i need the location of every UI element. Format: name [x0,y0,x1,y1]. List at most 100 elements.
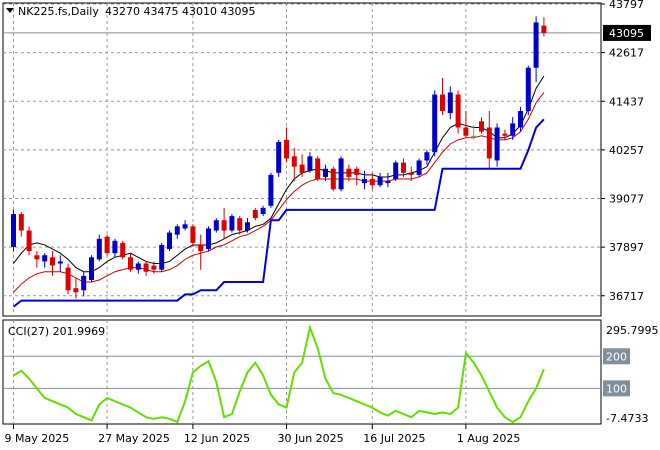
candle-body [291,156,297,167]
cci-tick-label: 295.7995 [606,324,659,337]
candle-body [34,255,40,260]
candle-body [463,127,469,136]
candle [198,234,204,270]
candle [245,218,250,233]
candle [206,226,211,252]
time-tick-label: 1 Aug 2025 [457,432,520,445]
candle-body [362,179,367,184]
candle [440,78,445,116]
candle [252,207,258,221]
support-line [12,118,545,308]
ma-red-line [13,92,545,293]
candle [338,156,344,192]
ohlc-readout: 43270 43475 43010 43095 [105,5,255,18]
ma-black-line [13,75,545,273]
candle-body [143,263,149,272]
cci-level-badge [603,348,630,365]
candle-body [424,152,430,161]
cci-line [12,323,545,424]
candle-body [525,67,531,112]
candle [167,230,172,252]
candle-body [198,244,204,252]
candle [494,123,500,167]
candle [518,106,523,132]
candle [479,117,484,134]
price-tick-label: 36717 [609,290,644,303]
candle [330,166,336,192]
candle-body [128,257,133,270]
price-panel-border [2,2,602,317]
candle-body [479,121,484,132]
candle [369,172,375,190]
candle-body [11,214,16,248]
candle-body [377,176,383,186]
cci-tick-label: -7.4733 [606,412,648,425]
candle-body [50,257,55,266]
price-panel[interactable]: NK225.fs,Daily 43270 43475 43010 43095 [2,2,602,317]
cci-level-badge [603,380,630,397]
price-tick-label: 40257 [609,144,644,157]
candle [525,65,531,116]
cci-axis: 295.7995 200 100 -7.4733 [603,324,659,425]
candle [284,127,289,163]
candle [237,216,243,235]
time-axis: 9 May 2025 27 May 2025 12 Jun 2025 30 Jun 2… [5,424,520,445]
cci-tick-label: 200 [606,350,627,363]
candle-body [229,216,235,231]
candle-body [237,218,243,231]
candle-body [174,226,180,235]
candle-body [315,158,321,180]
candle [151,261,157,274]
candle-body [159,244,165,270]
cci-panel[interactable]: CCI(27) 201.9969 [2,319,602,425]
candle [377,172,383,188]
candle [432,90,438,157]
candle [57,255,63,272]
candle-body [73,288,79,293]
candle [323,164,328,182]
candle-body [135,263,141,270]
candle-body [369,179,375,186]
time-tick-label: 27 May 2025 [98,432,170,445]
price-tick-label: 43797 [609,0,644,11]
cci-panel-border [2,319,602,425]
candle-body [81,275,87,291]
candle [533,16,539,83]
candle [73,277,79,299]
triangle-down-icon[interactable] [6,8,14,13]
candle [447,86,453,120]
candle-body [354,168,360,175]
candle [408,166,414,182]
cci-label: CCI(27) 201.9969 [8,325,105,338]
candle [416,158,422,177]
price-tick-label: 39077 [609,193,644,206]
candle-body [533,22,539,68]
candle [65,263,71,295]
candle-body [151,265,157,270]
candle-body [486,127,492,159]
candle [81,271,87,297]
last-price-badge: 43095 [603,24,651,41]
candle [135,261,141,274]
candle-body [120,242,126,258]
candle [541,17,547,37]
candle [112,238,118,258]
candle [463,111,469,138]
candle-body [494,127,500,161]
candle [128,253,133,272]
candle [502,129,508,140]
chart-title: NK225.fs,Daily [18,5,99,18]
candle [362,170,367,190]
candle [213,218,219,233]
candle [486,111,492,169]
candle [18,211,24,237]
time-tick-label: 30 Jun 2025 [278,432,344,445]
candle [50,251,55,276]
candle-body [346,168,352,177]
candle-body [213,220,219,231]
candle [190,224,196,248]
candle-body [447,92,453,114]
candle [385,172,391,188]
